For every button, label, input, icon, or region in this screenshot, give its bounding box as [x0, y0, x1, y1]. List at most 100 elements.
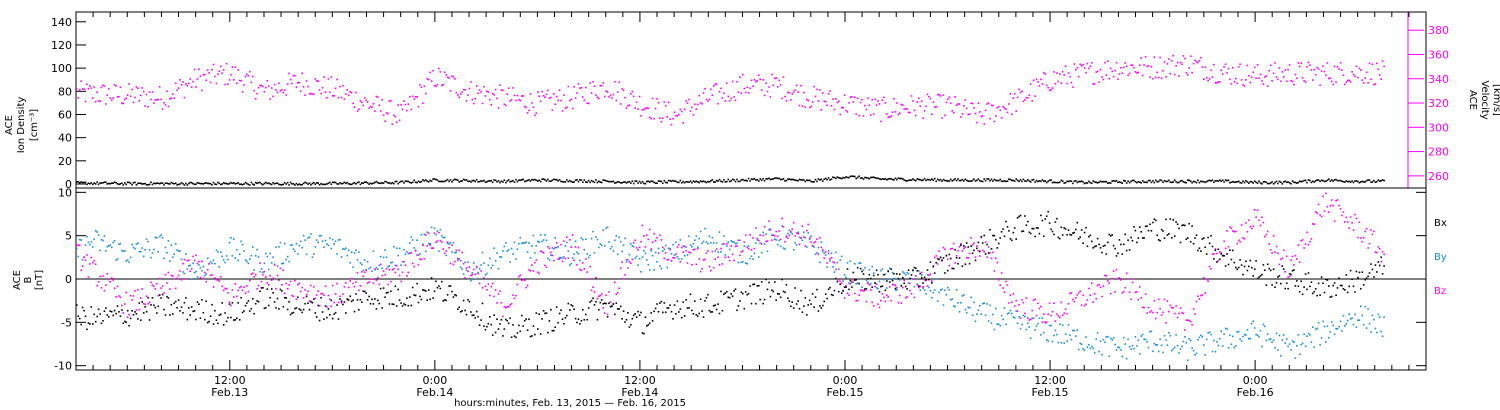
bx-point: [1217, 248, 1220, 251]
velocity-point: [555, 95, 558, 98]
by-point: [664, 244, 667, 247]
bz-point: [1182, 312, 1185, 315]
bx-point: [1349, 269, 1352, 272]
bz-point: [537, 271, 539, 274]
density-point: [816, 180, 818, 183]
bx-point: [395, 305, 398, 307]
by-point: [544, 234, 546, 236]
bx-point: [1281, 265, 1284, 267]
velocity-point: [87, 87, 90, 90]
bx-point: [779, 296, 782, 299]
by-point: [1076, 329, 1079, 331]
density-point: [1093, 181, 1096, 183]
velocity-point: [537, 91, 539, 93]
velocity-point: [468, 87, 471, 90]
density-point: [147, 184, 149, 186]
bx-point: [1120, 243, 1122, 246]
velocity-point: [779, 84, 782, 86]
bz-point: [342, 293, 344, 295]
by-point: [1203, 344, 1205, 346]
by-point: [899, 279, 901, 281]
density-point: [795, 179, 798, 182]
bz-point: [507, 306, 510, 308]
velocity-point: [1207, 79, 1209, 82]
velocity-point: [388, 100, 391, 102]
bz-point: [997, 279, 1000, 281]
by-point: [1038, 317, 1041, 320]
bx-point: [864, 288, 866, 290]
bx-point: [1089, 234, 1092, 237]
bz-point: [599, 294, 602, 297]
by-point: [1240, 340, 1243, 342]
bx-point: [483, 325, 485, 327]
velocity-point: [432, 69, 434, 72]
density-point: [1075, 180, 1077, 182]
bx-point: [1172, 219, 1174, 221]
density-point: [964, 178, 967, 181]
velocity-point: [417, 105, 420, 108]
velocity-point: [436, 83, 439, 86]
bx-point: [451, 290, 453, 293]
density-point: [1032, 178, 1035, 181]
density-point: [811, 181, 814, 183]
by-point: [236, 248, 238, 251]
velocity-point: [683, 108, 686, 111]
by-point: [902, 271, 904, 273]
density-point: [473, 179, 475, 182]
bz-point: [425, 234, 427, 236]
by-point: [820, 241, 823, 243]
bx-point: [1080, 229, 1083, 231]
bx-point: [462, 299, 465, 302]
bz-point: [1328, 211, 1330, 213]
density-point: [256, 182, 258, 185]
velocity-point: [141, 87, 143, 89]
by-point: [505, 242, 507, 244]
by-point: [734, 242, 737, 245]
velocity-point: [220, 65, 222, 68]
bz-point: [637, 249, 639, 251]
bz-point: [506, 306, 508, 308]
by-point: [299, 240, 302, 243]
velocity-point: [259, 84, 261, 87]
bx-point: [474, 317, 476, 319]
density-point: [963, 180, 965, 182]
bx-point: [798, 307, 801, 310]
bx-point: [302, 308, 305, 311]
bz-point: [872, 305, 875, 307]
by-point: [142, 255, 145, 258]
velocity-point: [121, 102, 123, 104]
velocity-point: [781, 97, 783, 100]
bx-point: [1085, 226, 1087, 229]
bz-point: [702, 259, 705, 261]
bx-point: [1156, 234, 1158, 237]
density-point: [890, 178, 892, 180]
bz-point: [1032, 299, 1035, 301]
density-point: [1210, 180, 1212, 182]
velocity-point: [1258, 77, 1260, 79]
density-point: [1229, 181, 1231, 184]
velocity-point: [968, 113, 971, 115]
bz-point: [1227, 245, 1230, 248]
velocity-point: [209, 81, 212, 84]
bz-point: [382, 270, 385, 272]
bx-point: [1245, 260, 1247, 263]
by-point: [78, 238, 81, 241]
bz-point: [1077, 292, 1080, 294]
velocity-point: [1024, 99, 1026, 101]
velocity-point: [1172, 54, 1174, 57]
density-point: [750, 178, 753, 180]
density-point: [836, 176, 839, 178]
bx-point: [820, 307, 823, 309]
bz-point: [625, 259, 628, 261]
by-point: [289, 244, 292, 246]
bx-point: [1165, 218, 1167, 221]
velocity-point: [1297, 62, 1300, 64]
by-point: [967, 306, 969, 309]
density-point: [1370, 181, 1372, 183]
density-point: [598, 180, 600, 183]
by-point: [1095, 338, 1097, 340]
by-point: [315, 239, 318, 241]
velocity-point: [494, 88, 497, 91]
velocity-point: [481, 102, 484, 105]
bz-point: [436, 240, 439, 242]
